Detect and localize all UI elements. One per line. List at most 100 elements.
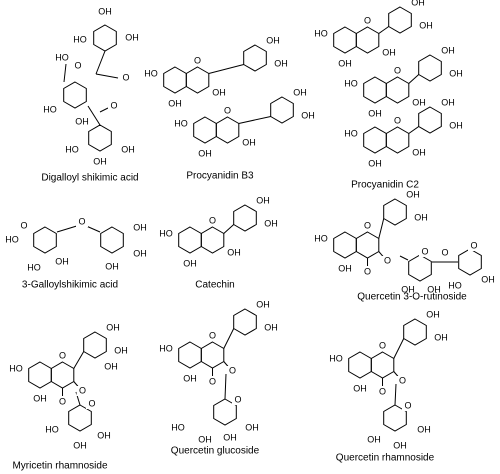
atom-label: O	[364, 220, 371, 230]
atom-label: OH	[227, 247, 241, 257]
atom-label: OH	[414, 212, 428, 222]
atom-label: HO	[344, 78, 358, 88]
ring	[418, 54, 442, 82]
atom-label: OH	[33, 393, 47, 403]
bond	[87, 105, 101, 126]
compound-name: Digalloyl shikimic acid	[41, 173, 138, 184]
atom-label: OH	[406, 189, 420, 199]
atom-label: O	[379, 340, 386, 350]
ring	[28, 361, 52, 389]
atom-label-bg	[115, 346, 127, 356]
atom-label-bg	[28, 263, 40, 273]
atom-label-bg	[339, 59, 351, 69]
atom-label-bg	[199, 149, 211, 159]
atom-label-bg	[76, 386, 89, 396]
atom-label-bg	[339, 264, 351, 274]
atom-label-bg	[482, 275, 494, 285]
atom-label: O	[78, 216, 85, 226]
ring	[385, 76, 410, 104]
atom-label-bg	[265, 323, 277, 333]
atom-label: OH	[353, 383, 367, 393]
atom-label-bg	[160, 229, 172, 239]
atom-label-bg	[361, 16, 374, 26]
atom-label: HO	[159, 228, 173, 238]
atom-label: O	[234, 394, 241, 404]
atom-label-bg	[172, 423, 184, 433]
atom-label: O	[364, 15, 371, 25]
atom-label-bg	[376, 387, 389, 397]
atom-label-bg	[206, 377, 219, 387]
atom-label-bg	[56, 53, 68, 63]
atom-label-bg	[46, 425, 58, 435]
ring	[388, 6, 412, 34]
atom-label-bg	[243, 138, 255, 148]
atom-label: HO	[344, 128, 358, 138]
compound: HO O OH OH OH O O O OH OH O O OH HO Quercetin 3-O-ruti…	[314, 189, 495, 302]
atom-label-bg	[354, 384, 366, 394]
atom-label: HO	[45, 424, 59, 434]
bond	[378, 26, 390, 34]
atom-label-bg	[44, 105, 56, 115]
atom-label-bg	[394, 441, 406, 451]
ring	[233, 204, 257, 232]
atom-label: OH	[412, 97, 426, 107]
atom-label: OH	[212, 87, 226, 97]
atom-label: O	[194, 55, 201, 65]
atom-label-bg	[213, 88, 225, 98]
atom-label: OH	[198, 434, 212, 444]
compound: HO O OH OH OH O O O OH OH OH Quercetin rhamnoside	[329, 309, 448, 463]
atom-label: O	[209, 215, 216, 225]
atom-label-bg	[175, 119, 187, 129]
atom-label-bg	[246, 423, 258, 433]
atom-label: O	[224, 105, 231, 115]
atom-label-bg	[302, 111, 314, 121]
atom-label-bg	[442, 98, 454, 108]
atom-label-bg	[413, 148, 425, 158]
bond	[73, 351, 85, 369]
ring	[50, 361, 75, 389]
atom-label: OH	[106, 322, 120, 332]
atom-label: OH	[264, 218, 278, 228]
atom-label: OH	[481, 274, 495, 284]
atom-label: O	[394, 65, 401, 75]
atom-label-bg	[76, 217, 88, 227]
atom-label: HO	[27, 262, 41, 272]
ring	[385, 126, 410, 154]
atom-label-bg	[126, 33, 138, 43]
atom-label: OH	[338, 263, 352, 273]
ring	[33, 226, 57, 254]
atom-label-bg	[108, 101, 120, 111]
atom-label: OH	[417, 424, 431, 434]
ring	[243, 44, 267, 72]
atom-label: OH	[114, 345, 128, 355]
atom-label-bg	[169, 99, 181, 109]
atom-label: O	[20, 220, 27, 230]
ring	[333, 26, 357, 54]
ring	[88, 124, 112, 152]
atom-label: OH	[426, 309, 440, 319]
atom-label: HO	[43, 104, 57, 114]
atom-label-bg	[345, 79, 357, 89]
compound: HO O OH OH OH OH HO O OH OH OH OH Procyanidin B3	[144, 35, 315, 181]
ring	[193, 116, 217, 144]
atom-label-bg	[224, 433, 236, 443]
atom-label-bg	[368, 435, 380, 445]
ring	[383, 198, 407, 226]
compound-name: 3-Galloylshikimic acid	[22, 280, 118, 291]
atom-label-bg	[267, 36, 279, 46]
atom-label: OH	[245, 422, 259, 432]
atom-label: OH	[183, 373, 197, 383]
atom-label: OH	[133, 222, 147, 232]
atom-label: OH	[368, 108, 382, 118]
ring	[100, 226, 124, 254]
atom-label-bg	[122, 145, 134, 155]
atom-label: OH	[133, 248, 147, 258]
ring	[68, 404, 92, 432]
atom-label: O	[394, 115, 401, 125]
atom-label: HO	[73, 34, 87, 44]
atom-label-bg	[419, 247, 431, 257]
atom-label: O	[88, 398, 95, 408]
atom-label-bg	[361, 267, 374, 277]
atom-label: O	[470, 240, 477, 250]
atom-label-bg	[402, 285, 414, 295]
